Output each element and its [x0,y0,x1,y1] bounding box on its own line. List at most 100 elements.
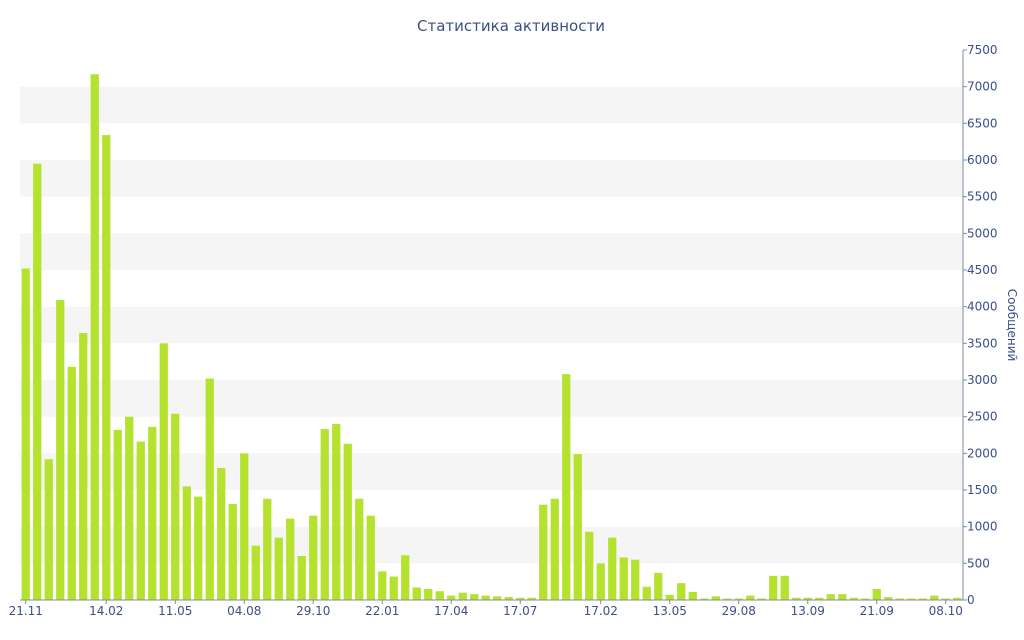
bar [366,515,375,600]
bar [343,443,352,600]
bar [872,589,881,600]
x-tick-label: 29.08 [722,604,756,618]
bar [217,468,226,600]
bar [746,595,755,600]
y-tick-label: 5000 [967,226,998,240]
bar [90,74,99,600]
bar [424,589,433,600]
bar [619,557,628,600]
bar [274,537,283,600]
bar [573,454,582,600]
y-tick-label: 6500 [967,116,998,130]
bar [320,429,329,600]
bars-group [21,74,962,601]
bar [21,268,30,600]
x-tick-label: 11.05 [158,604,192,618]
y-tick-label: 2000 [967,446,998,460]
bar [884,597,893,600]
bar [711,596,720,600]
x-tick-label: 08.10 [929,604,963,618]
bar [470,594,479,600]
bar [539,504,548,600]
bar [378,571,387,600]
y-tick-label: 2500 [967,410,998,424]
bar [930,595,939,600]
y-tick-label: 3000 [967,373,998,387]
bar [815,597,824,600]
x-tick-label: 13.05 [653,604,687,618]
bar [33,163,42,601]
x-tick-label: 17.02 [584,604,618,618]
bar [665,594,674,600]
x-tick-label: 13.09 [791,604,825,618]
bar [861,598,870,600]
y-tick-label: 0 [967,593,975,607]
bar [562,374,571,600]
grid-band [20,86,963,124]
x-tick-label: 14.02 [89,604,123,618]
bar [136,441,145,600]
grid-band [20,380,963,417]
bar [895,598,904,600]
x-tick-label: 21.09 [860,604,894,618]
bar [355,498,364,600]
y-axis-label: Сообщений [1005,289,1019,362]
grid-band [20,233,963,270]
y-tick-label: 1500 [967,483,998,497]
y-tick-label: 1000 [967,520,998,534]
bar [79,333,88,600]
bar [527,597,536,600]
x-tick-label: 17.04 [434,604,468,618]
bar [838,594,847,600]
bar [113,429,122,600]
x-tick-label: 22.01 [365,604,399,618]
bar [654,572,663,600]
grid-band [20,160,963,197]
bar [159,343,168,600]
bar [953,597,962,600]
bar [458,592,467,600]
bar [918,598,927,600]
x-tick-label: 04.08 [227,604,261,618]
y-tick-label: 7000 [967,80,998,94]
y-tick-label: 500 [967,556,990,570]
grid-band [20,306,963,344]
bar [125,416,134,600]
bar [412,587,421,600]
bar [194,496,203,600]
bar [700,598,709,600]
bar [941,598,950,600]
chart-title: Статистика активности [417,17,605,35]
bar [504,597,513,600]
bar [435,591,444,600]
bar [309,515,318,600]
bar [67,366,76,600]
bar [401,555,410,600]
bar [389,576,398,600]
bar [297,556,306,600]
bar [493,596,502,600]
x-axis-ticks: 21.11 14.02 11.05 04.08 29.10 22.01 17.04 17.07… [9,600,963,618]
bar [44,459,53,600]
bar [723,598,732,600]
y-tick-label: 5500 [967,190,998,204]
y-tick-label: 3500 [967,336,998,350]
bar [792,597,801,600]
x-tick-label: 21.11 [9,604,43,618]
bar [447,595,456,600]
bar [780,575,789,600]
y-tick-label: 4000 [967,300,998,314]
grid-bands [20,86,963,564]
bar [182,486,191,600]
bar [631,559,640,600]
bar [550,498,559,600]
y-tick-label: 4500 [967,263,998,277]
bar [677,583,686,600]
bar [734,598,743,600]
bar [148,426,157,600]
bar [769,575,778,600]
bar [907,598,916,600]
bar [596,563,605,600]
bar [481,595,490,600]
